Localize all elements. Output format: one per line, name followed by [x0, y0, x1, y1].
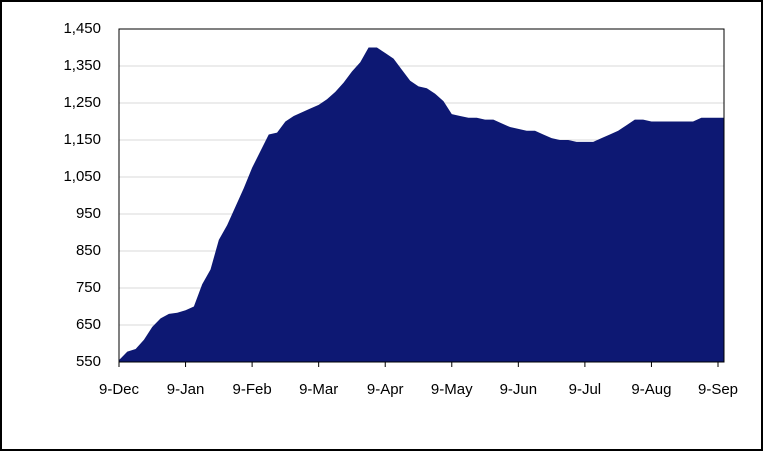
y-tick-label: 1,350	[63, 57, 101, 74]
x-tick-label: 9-Jan	[167, 381, 205, 398]
x-tick-label: 9-Jun	[500, 381, 538, 398]
x-tick-label: 9-Sep	[698, 381, 738, 398]
x-tick-label: 9-Feb	[233, 381, 272, 398]
x-tick-label: 9-Dec	[99, 381, 140, 398]
x-tick-label: 9-Mar	[299, 381, 338, 398]
y-tick-label: 650	[76, 316, 101, 333]
y-tick-label: 850	[76, 242, 101, 259]
y-tick-label: 550	[76, 353, 101, 370]
x-tick-label: 9-May	[431, 381, 473, 398]
y-tick-label: 750	[76, 279, 101, 296]
y-tick-label: 1,250	[63, 94, 101, 111]
area	[119, 47, 724, 362]
plot-border	[118, 28, 725, 363]
x-tick-label: 9-Apr	[367, 381, 404, 398]
y-tick-label: 950	[76, 205, 101, 222]
x-tick-label: 9-Aug	[631, 381, 671, 398]
y-tick-label: 1,150	[63, 131, 101, 148]
y-tick-label: 1,450	[63, 20, 101, 37]
y-tick-label: 1,050	[63, 168, 101, 185]
x-tick-label: 9-Jul	[569, 381, 602, 398]
